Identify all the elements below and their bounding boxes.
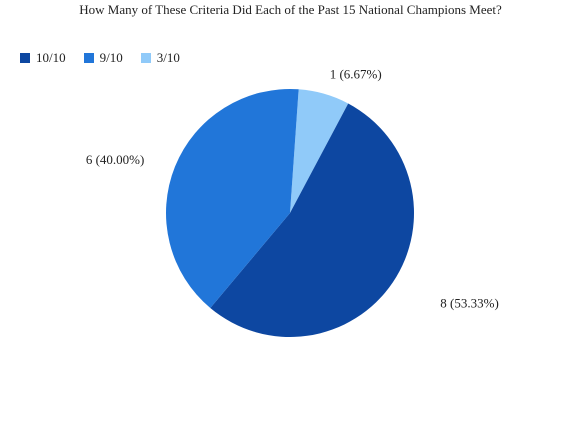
pie-slice-3-10 xyxy=(290,89,349,213)
legend-label-10-10: 10/10 xyxy=(36,50,66,65)
legend-label-3-10: 3/10 xyxy=(156,50,180,65)
pie-slice-10-10 xyxy=(210,103,414,337)
slice-label-10-10: 8 (53.33%) xyxy=(440,296,499,311)
slice-label-9-10: 6 (40.00%) xyxy=(86,152,145,167)
chart-title: How Many of These Criteria Did Each of t… xyxy=(79,2,502,17)
legend-label-9-10: 9/10 xyxy=(99,50,123,65)
legend-item-3-10: 3/10 xyxy=(140,50,180,66)
legend-item-10-10: 10/10 xyxy=(20,50,66,66)
legend-swatch-3-10 xyxy=(140,53,151,63)
legend-item-9-10: 9/10 xyxy=(83,50,123,66)
pie-slice-9-10 xyxy=(165,89,299,308)
legend-swatch-10-10 xyxy=(20,53,30,63)
legend-swatch-9-10 xyxy=(83,53,94,63)
slice-label-3-10: 1 (6.67%) xyxy=(330,67,382,82)
legend: 10/10 9/10 3/10 xyxy=(20,50,180,66)
